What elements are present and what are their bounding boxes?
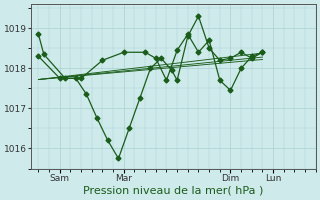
X-axis label: Pression niveau de la mer( hPa ): Pression niveau de la mer( hPa ) <box>84 186 264 196</box>
